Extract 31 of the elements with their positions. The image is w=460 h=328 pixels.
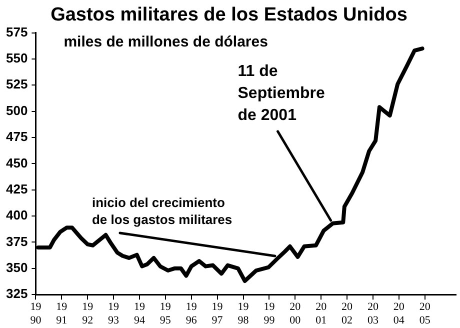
chart-title: Gastos militares de los Estados Unidos xyxy=(50,4,408,26)
y-tick-label: 425 xyxy=(6,181,28,196)
x-tick-label: 19 92 xyxy=(82,301,94,326)
x-tick-label: 19 94 xyxy=(134,301,146,326)
x-tick-label: 19 97 xyxy=(212,301,224,326)
y-tick-label: 575 xyxy=(6,24,28,40)
x-tick-label: 19 90 xyxy=(30,301,42,326)
x-tick-label: 19 98 xyxy=(238,301,250,326)
chart-subtitle: miles de millones de dólares xyxy=(64,33,268,50)
annotation: inicio del crecimiento de los gastos militares xyxy=(92,195,232,228)
y-tick-label: 550 xyxy=(6,50,28,66)
x-tick-label: 20 04 xyxy=(393,301,405,326)
y-tick-label: 525 xyxy=(6,76,28,92)
y-tick-label: 450 xyxy=(6,155,28,170)
x-tick-label: 19 96 xyxy=(186,301,198,326)
x-tick-label: 19 91 xyxy=(56,301,68,326)
x-tick-label: 19 99 xyxy=(264,301,276,326)
x-tick-label: 20 00 xyxy=(290,301,302,326)
x-tick-label: 19 95 xyxy=(160,301,172,326)
x-tick-label: 20 03 xyxy=(367,301,379,326)
y-tick-label: 400 xyxy=(6,208,28,223)
y-tick-label: 500 xyxy=(6,102,28,118)
x-tick-label: 20 05 xyxy=(419,301,431,326)
y-tick-label: 375 xyxy=(6,234,28,249)
annotation: 11 de Septiembre de 2001 xyxy=(238,62,326,124)
x-tick-label: 20 01 xyxy=(316,301,328,326)
x-tick-label: 19 93 xyxy=(108,301,120,326)
y-tick-label: 325 xyxy=(6,286,28,302)
x-tick-label: 20 02 xyxy=(342,301,354,326)
y-tick-label: 475 xyxy=(6,129,28,144)
y-tick-label: 350 xyxy=(6,260,28,275)
